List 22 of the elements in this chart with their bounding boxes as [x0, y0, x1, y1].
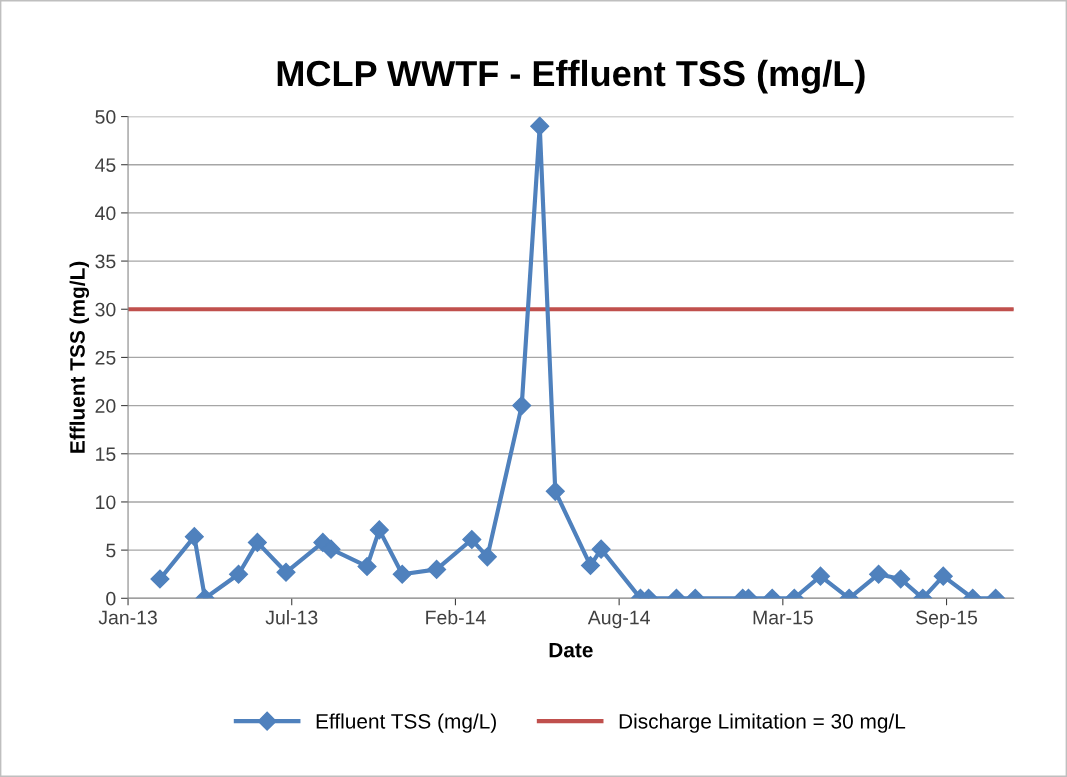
chart-title: MCLP WWTF - Effluent TSS (mg/L)	[277, 59, 865, 94]
x-axis-title: Date	[549, 642, 593, 658]
y-tick-label: 15	[96, 447, 116, 461]
y-tick-label: 30	[95, 302, 116, 317]
x-tick-label: Feb-14	[426, 610, 486, 625]
legend-label: Effluent TSS (mg/L)	[316, 713, 496, 733]
y-tick-label: 0	[106, 591, 116, 606]
x-tick-label: Jan-13	[98, 610, 157, 625]
legend-label: Discharge Limitation = 30 mg/L	[619, 713, 906, 733]
y-axis-title: Effluent TSS (mg/L)	[69, 261, 90, 453]
y-tick-label: 45	[95, 158, 116, 172]
y-tick-label: 50	[95, 110, 116, 124]
y-tick-label: 35	[95, 254, 116, 269]
y-tick-label: 40	[95, 206, 116, 221]
y-tick-label: 25	[95, 350, 116, 365]
x-tick-label: Jul-13	[265, 610, 318, 625]
y-tick-label: 5	[106, 543, 116, 558]
y-tick-label: 20	[95, 399, 116, 413]
x-tick-label: Aug-14	[587, 610, 650, 629]
x-tick-label: Mar-15	[753, 610, 813, 625]
x-tick-label: Sep-15	[916, 610, 978, 629]
y-tick-label: 10	[96, 495, 116, 510]
